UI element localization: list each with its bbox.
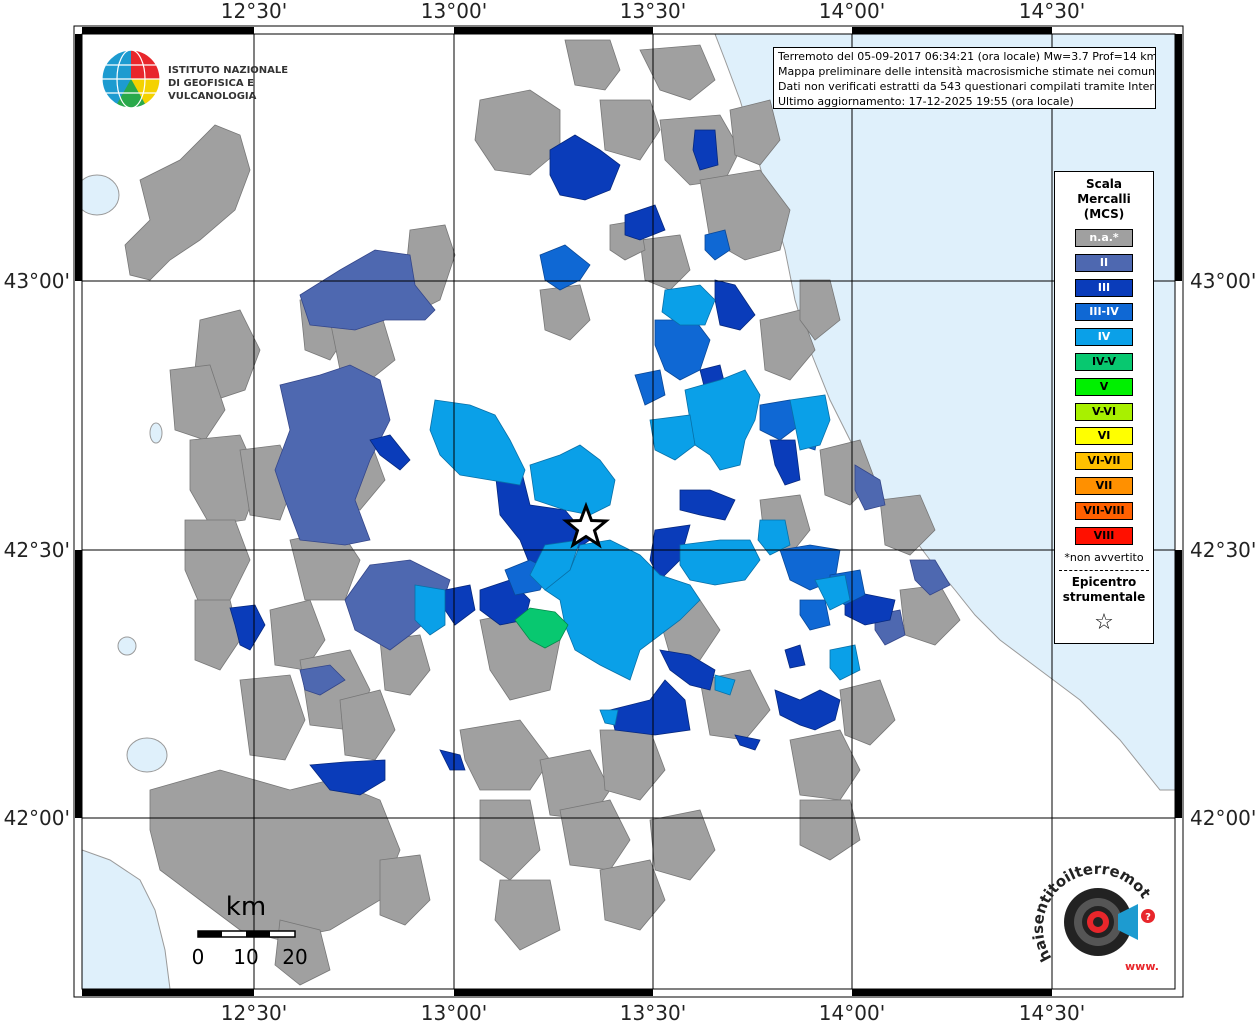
lat-label-right: 42°00' <box>1190 806 1256 830</box>
lon-label-bottom: 12°30' <box>221 1001 287 1024</box>
legend-item-viii: VIII <box>1075 526 1133 545</box>
legend-title-line: Mercalli <box>1077 192 1131 206</box>
lon-label-bottom: 14°30' <box>1019 1001 1085 1024</box>
scale-tick: 20 <box>282 945 307 969</box>
legend-item-iii: III <box>1075 278 1133 297</box>
legend-epicenter-line: Epicentro <box>1071 575 1137 590</box>
lon-label-bottom: 13°30' <box>620 1001 686 1024</box>
scale-tick: 10 <box>233 945 258 969</box>
scale-tick: 0 <box>192 945 205 969</box>
lon-label-top: 13°30' <box>620 0 686 23</box>
tyrrhenian-sea <box>82 849 171 989</box>
legend-title-line: Scala <box>1085 177 1123 191</box>
lat-label-right: 43°00' <box>1190 269 1256 293</box>
legend-item-iiiiv: III-IV <box>1075 303 1133 322</box>
scale-unit: km <box>226 892 266 922</box>
legend-item-iv: IV <box>1075 328 1133 347</box>
map-frame <box>73 25 1184 998</box>
lon-label-bottom: 14°00' <box>819 1001 885 1024</box>
scale-bar: km 0 10 20 <box>192 892 308 969</box>
ingv-logo: ISTITUTO NAZIONALE DI GEOFISICA E VULCAN… <box>100 48 320 110</box>
hsit-logo: ? haisentitoilterremoto.it www. <box>1025 844 1165 978</box>
lat-label-left: 43°00' <box>4 269 70 293</box>
lon-label-top: 13°00' <box>421 0 487 23</box>
legend-item-vii: VII <box>1075 476 1133 495</box>
lat-label-left: 42°30' <box>4 538 70 562</box>
ingv-name-line2: DI GEOFISICA E VULCANOLOGIA <box>168 78 257 102</box>
legend-item-v: V <box>1075 377 1133 396</box>
legend-title-line: (MCS) <box>1083 207 1125 221</box>
legend-title: Scala Mercalli (MCS) <box>1055 177 1153 222</box>
municipalities-intensity-II <box>274 249 951 696</box>
event-info-line: Terremoto del 05-09-2017 06:34:21 (ora l… <box>778 50 1156 63</box>
municipalities-intensity-III <box>229 129 896 796</box>
lon-label-bottom: 13°00' <box>421 1001 487 1024</box>
lat-label-left: 42°00' <box>4 806 70 830</box>
event-info-line: Dati non verificati estratti da 543 ques… <box>778 80 1156 93</box>
event-info-box: Terremoto del 05-09-2017 06:34:21 (ora l… <box>773 47 1156 109</box>
legend-epicenter-line: strumentale <box>1062 590 1146 605</box>
hsit-url-text: www. <box>1125 960 1159 973</box>
legend-item-vi: VI <box>1075 427 1133 446</box>
svg-text:?: ? <box>1145 912 1151 923</box>
legend-note: *non avvertito <box>1064 551 1144 565</box>
epicenter-star-icon <box>561 501 611 549</box>
lake <box>82 174 120 216</box>
event-info-line: Mappa preliminare delle intensità macros… <box>778 65 1156 78</box>
lat-label-right: 42°30' <box>1190 538 1256 562</box>
hsit-target-icon: ? haisentitoilterremoto.it www. <box>1025 844 1159 973</box>
legend-items: n.a.* II III III-IV IV IV-V V V-VI VI VI-VII VII VI… <box>1055 229 1153 545</box>
legend-item-viiviii: VII-VIII <box>1075 501 1133 520</box>
ingv-name-line1: ISTITUTO NAZIONALE <box>168 65 289 76</box>
intensity-legend: Scala Mercalli (MCS) n.a.* II III III-IV IV I… <box>1054 171 1154 644</box>
legend-item-ivv: IV-V <box>1075 352 1133 371</box>
globe-icon <box>101 49 161 109</box>
legend-divider <box>1059 570 1149 572</box>
legend-item-ii: II <box>1075 253 1133 272</box>
legend-epicenter-label: Epicentro strumentale <box>1055 575 1153 605</box>
legend-item-vvi: V-VI <box>1075 402 1133 421</box>
lake <box>149 422 163 444</box>
legend-item-vivii: VI-VII <box>1075 452 1133 471</box>
lon-label-top: 14°30' <box>1019 0 1085 23</box>
municipality-intensity-IV-V <box>514 607 569 649</box>
municipalities-intensity-III-IV <box>504 229 866 631</box>
lon-label-top: 12°30' <box>221 0 287 23</box>
legend-item-na: n.a.* <box>1075 229 1133 247</box>
municipalities-intensity-IV <box>414 284 861 726</box>
lon-label-top: 14°00' <box>819 0 885 23</box>
graticule <box>82 34 1175 989</box>
event-info-line: Ultimo aggiornamento: 17-12-2025 19:55 (… <box>778 95 1074 108</box>
lake <box>117 636 137 656</box>
lake <box>126 737 168 773</box>
coordinate-labels: 12°30' 13°00' 13°30' 14°00' 14°30' 12°30… <box>4 0 1256 1024</box>
legend-star-icon: ☆ <box>1094 610 1114 636</box>
